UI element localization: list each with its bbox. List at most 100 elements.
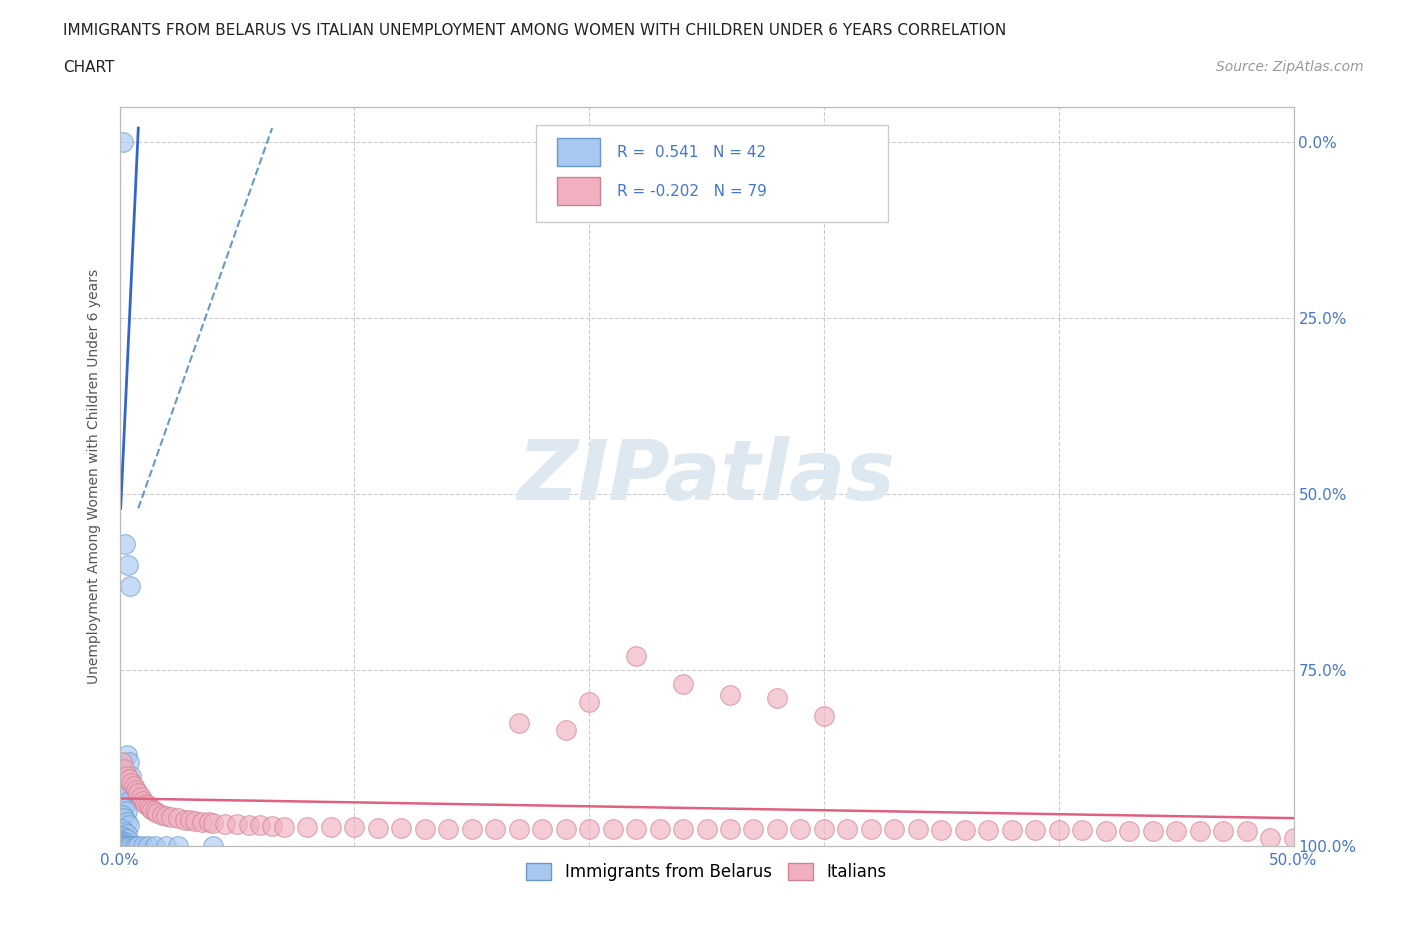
Point [238,817,260,832]
Point [1047,823,1070,838]
Point [112,800,135,815]
Point [696,821,718,836]
Point [813,822,835,837]
Legend: Immigrants from Belarus, Italians: Immigrants from Belarus, Italians [517,855,896,890]
Text: Source: ZipAtlas.com: Source: ZipAtlas.com [1216,60,1364,74]
Point [112,762,135,777]
Y-axis label: Unemployment Among Women with Children Under 6 years: Unemployment Among Women with Children U… [87,269,101,684]
Point [125,838,148,853]
Point [578,695,600,710]
Point [718,687,741,702]
Point [859,822,882,837]
Point [155,838,177,853]
Point [112,838,135,853]
Point [115,826,138,841]
Point [672,821,695,836]
Point [1236,823,1258,838]
Point [174,812,197,827]
Point [1024,823,1046,838]
Point [202,816,225,830]
Point [766,691,789,706]
Point [111,833,134,848]
Point [112,830,135,845]
Point [718,821,741,836]
Point [111,790,134,804]
Point [118,838,141,853]
Point [139,800,162,815]
Text: R =  0.541   N = 42: R = 0.541 N = 42 [617,144,766,160]
Text: IMMIGRANTS FROM BELARUS VS ITALIAN UNEMPLOYMENT AMONG WOMEN WITH CHILDREN UNDER : IMMIGRANTS FROM BELARUS VS ITALIAN UNEMP… [63,23,1007,38]
Point [508,821,530,836]
Point [437,821,460,836]
Point [112,811,135,826]
Point [111,829,134,844]
Point [460,821,484,836]
Point [115,748,138,763]
Bar [557,138,600,166]
Point [813,709,835,724]
Point [118,754,141,769]
Point [1118,823,1140,838]
Point [648,821,671,836]
Point [1212,823,1234,838]
Point [343,820,366,835]
Point [127,786,149,801]
FancyBboxPatch shape [536,126,889,221]
Point [578,821,600,836]
Point [136,838,159,853]
Point [197,815,219,830]
Point [1164,823,1187,838]
Point [262,818,284,833]
Point [118,793,141,808]
Point [167,811,190,826]
Point [977,823,1000,838]
Point [111,807,134,822]
Point [115,838,138,853]
Point [112,135,135,150]
Point [214,817,236,831]
Point [179,813,201,828]
Point [907,822,929,837]
Point [120,578,142,593]
Point [190,815,212,830]
Point [150,807,173,822]
Point [297,819,319,834]
Point [120,776,142,790]
Point [624,649,647,664]
Point [115,768,138,783]
Point [484,821,506,836]
Point [118,772,141,787]
Point [273,819,295,834]
Point [117,557,139,572]
Point [1094,823,1116,838]
Point [1071,823,1094,838]
Point [1142,823,1164,838]
Point [111,754,134,769]
Point [136,798,159,813]
Point [249,817,271,832]
Point [554,723,576,737]
Point [112,825,135,840]
Point [112,834,135,849]
Point [143,838,166,853]
Point [111,821,134,836]
Point [115,815,138,830]
Point [1188,823,1211,838]
Point [127,838,149,853]
Point [129,790,152,804]
Point [120,838,142,853]
Point [114,536,136,551]
Point [111,836,134,851]
Point [122,779,145,794]
Point [624,821,647,836]
Point [183,814,205,829]
Point [319,820,342,835]
Point [202,838,225,853]
Point [143,804,166,818]
Point [167,838,190,853]
Point [602,821,624,836]
Point [883,822,905,837]
Bar [557,178,600,206]
Point [125,782,148,797]
Point [225,817,249,832]
